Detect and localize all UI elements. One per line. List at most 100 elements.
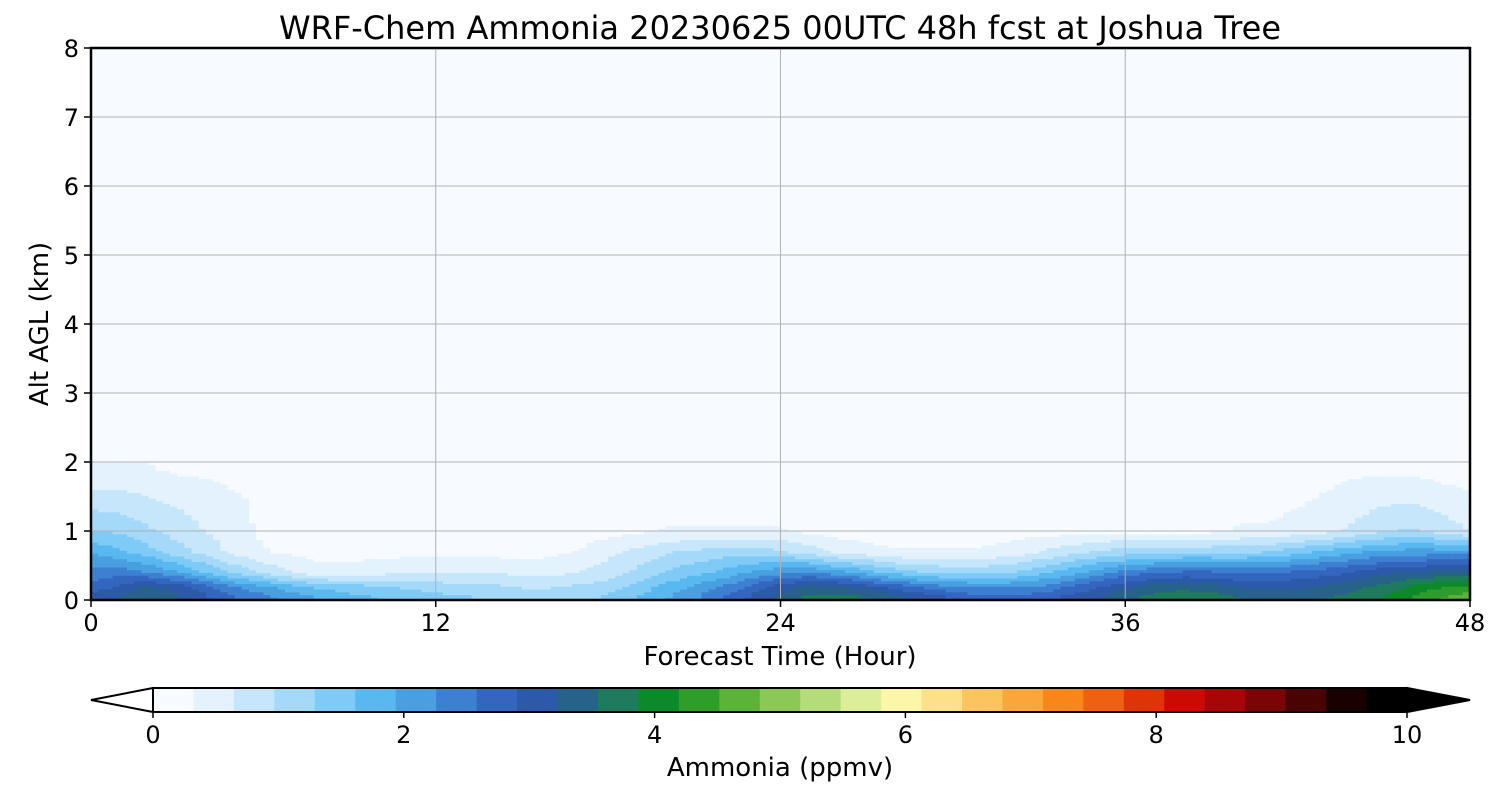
field-cell bbox=[960, 591, 968, 596]
field-cell bbox=[902, 594, 911, 598]
field-cell bbox=[802, 577, 810, 582]
field-cell bbox=[177, 594, 185, 598]
field-cell bbox=[873, 564, 882, 568]
field-cell bbox=[622, 542, 631, 546]
field-cell bbox=[1175, 547, 1184, 551]
field-cell bbox=[134, 489, 142, 493]
field-cell bbox=[1103, 544, 1112, 549]
field-cell bbox=[1182, 591, 1191, 596]
field-cell bbox=[457, 572, 466, 576]
field-cell bbox=[1168, 597, 1177, 600]
field-cell bbox=[766, 553, 774, 557]
field-cell bbox=[787, 511, 796, 516]
field-cell bbox=[1254, 508, 1263, 513]
field-cell bbox=[679, 553, 688, 557]
field-cell bbox=[191, 561, 200, 565]
field-cell bbox=[658, 519, 667, 524]
field-cell bbox=[945, 564, 954, 568]
field-cell bbox=[126, 464, 135, 469]
field-cell bbox=[213, 553, 221, 557]
field-cell bbox=[1254, 594, 1263, 598]
field-cell bbox=[141, 500, 150, 504]
field-cell bbox=[1067, 533, 1076, 538]
field-cell bbox=[909, 564, 918, 568]
field-cell bbox=[1031, 544, 1040, 549]
field-cell bbox=[249, 514, 257, 518]
field-cell bbox=[1146, 525, 1155, 529]
field-cell bbox=[1089, 525, 1098, 529]
field-cell bbox=[478, 575, 487, 579]
field-cell bbox=[565, 588, 573, 593]
field-cell bbox=[320, 586, 329, 590]
field-cell bbox=[1074, 547, 1083, 551]
field-cell bbox=[342, 597, 351, 600]
field-cell bbox=[1039, 539, 1047, 543]
field-cell bbox=[1003, 586, 1011, 590]
field-cell bbox=[177, 569, 185, 573]
field-cell bbox=[292, 553, 300, 557]
field-cell bbox=[507, 569, 516, 573]
field-cell bbox=[198, 511, 207, 516]
field-cell bbox=[644, 514, 652, 518]
field-cell bbox=[220, 467, 229, 471]
field-cell bbox=[162, 566, 171, 571]
field-cell bbox=[191, 572, 200, 576]
field-cell bbox=[256, 564, 264, 568]
field-cell bbox=[112, 464, 121, 469]
field-cell bbox=[1024, 580, 1033, 585]
field-cell bbox=[651, 525, 659, 529]
field-cell bbox=[708, 539, 717, 543]
field-cell bbox=[1175, 588, 1184, 593]
field-cell bbox=[241, 533, 250, 538]
field-cell bbox=[457, 558, 466, 562]
field-cell bbox=[349, 566, 358, 571]
field-cell bbox=[277, 497, 286, 502]
field-cell bbox=[1146, 591, 1155, 596]
field-cell bbox=[1247, 511, 1256, 516]
field-cell bbox=[213, 533, 221, 538]
field-cell bbox=[335, 555, 343, 560]
field-cell bbox=[1067, 555, 1076, 560]
field-cell bbox=[1010, 558, 1019, 562]
field-cell bbox=[1168, 580, 1177, 585]
field-cell bbox=[816, 588, 825, 593]
field-cell bbox=[148, 517, 157, 521]
field-cell bbox=[349, 577, 358, 582]
field-cell bbox=[1182, 558, 1191, 562]
field-cell bbox=[723, 588, 731, 593]
field-cell bbox=[679, 508, 688, 513]
field-cell bbox=[1247, 533, 1256, 538]
field-cell bbox=[170, 506, 178, 510]
field-cell bbox=[651, 591, 659, 596]
field-cell bbox=[873, 577, 882, 582]
field-cell bbox=[306, 547, 315, 551]
field-cell bbox=[945, 539, 954, 543]
field-cell bbox=[859, 569, 868, 573]
field-cell bbox=[1010, 544, 1019, 549]
field-cell bbox=[579, 561, 588, 565]
field-cell bbox=[1182, 519, 1191, 524]
field-cell bbox=[658, 514, 667, 518]
field-cell bbox=[952, 555, 961, 560]
field-cell bbox=[1118, 514, 1126, 518]
field-cell bbox=[1175, 569, 1184, 573]
field-cell bbox=[119, 467, 128, 471]
field-cell bbox=[1204, 561, 1213, 565]
field-cell bbox=[737, 550, 746, 554]
field-cell bbox=[773, 544, 782, 549]
field-cell bbox=[1189, 555, 1198, 560]
field-cell bbox=[457, 583, 466, 587]
field-cell bbox=[1261, 533, 1270, 538]
field-cell bbox=[629, 583, 638, 587]
field-cell bbox=[679, 566, 688, 571]
field-cell bbox=[852, 544, 861, 549]
field-cell bbox=[1218, 525, 1227, 529]
field-cell bbox=[586, 583, 595, 587]
field-cell bbox=[270, 506, 279, 510]
field-cell bbox=[1118, 528, 1126, 532]
field-cell bbox=[371, 561, 379, 565]
field-cell bbox=[184, 456, 193, 460]
field-cell bbox=[478, 564, 487, 568]
field-cell bbox=[622, 597, 631, 600]
field-cell bbox=[837, 533, 846, 538]
